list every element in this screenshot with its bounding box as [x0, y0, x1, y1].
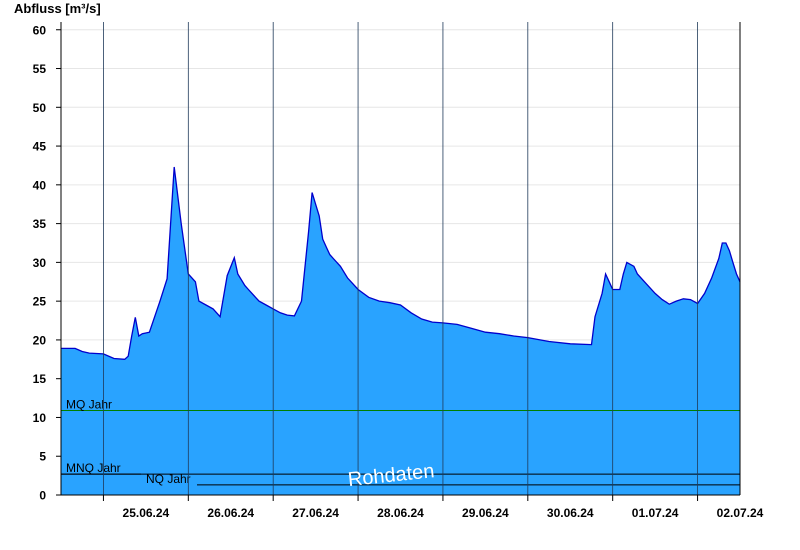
x-tick-label: 28.06.24	[377, 506, 424, 520]
y-axis-label: Abfluss [m³/s]	[14, 1, 101, 16]
y-tick-label: 45	[33, 140, 47, 154]
y-tick-label: 25	[33, 295, 47, 309]
y-tick-label: 30	[33, 256, 47, 270]
discharge-area	[61, 167, 740, 495]
y-tick-label: 0	[39, 489, 46, 503]
y-tick-label: 35	[33, 217, 47, 231]
axes	[60, 22, 741, 496]
y-tick-label: 5	[39, 450, 46, 464]
y-axis-ticks: 0 5 10 15 20 25 30 35 40 45 50 55 60	[33, 23, 61, 503]
y-tick-label: 15	[33, 372, 47, 386]
x-tick-label: 02.07.24	[717, 506, 764, 520]
x-tick-label: 01.07.24	[632, 506, 679, 520]
reference-lines: MQ Jahr MNQ Jahr NQ Jahr	[61, 397, 740, 486]
reference-line-label: MNQ Jahr	[66, 461, 121, 475]
y-tick-label: 40	[33, 178, 47, 192]
discharge-line	[61, 166, 741, 360]
y-tick-label: 55	[33, 62, 47, 76]
y-tick-label: 10	[33, 411, 47, 425]
data-series	[61, 166, 741, 495]
x-tick-label: 29.06.24	[462, 506, 509, 520]
x-tick-label: 25.06.24	[123, 506, 170, 520]
x-axis-ticks: 25.06.24 26.06.24 27.06.24 28.06.24 29.06.24…	[102, 495, 764, 520]
x-tick-label: 27.06.24	[292, 506, 339, 520]
y-tick-label: 20	[33, 333, 47, 347]
x-tick-label: 30.06.24	[547, 506, 594, 520]
x-tick-label: 26.06.24	[207, 506, 254, 520]
reference-line-label: MQ Jahr	[66, 397, 112, 411]
reference-line-label: NQ Jahr	[146, 472, 191, 486]
y-tick-label: 60	[33, 23, 47, 37]
y-tick-label: 50	[33, 101, 47, 115]
day-separator-lines	[103, 22, 698, 495]
